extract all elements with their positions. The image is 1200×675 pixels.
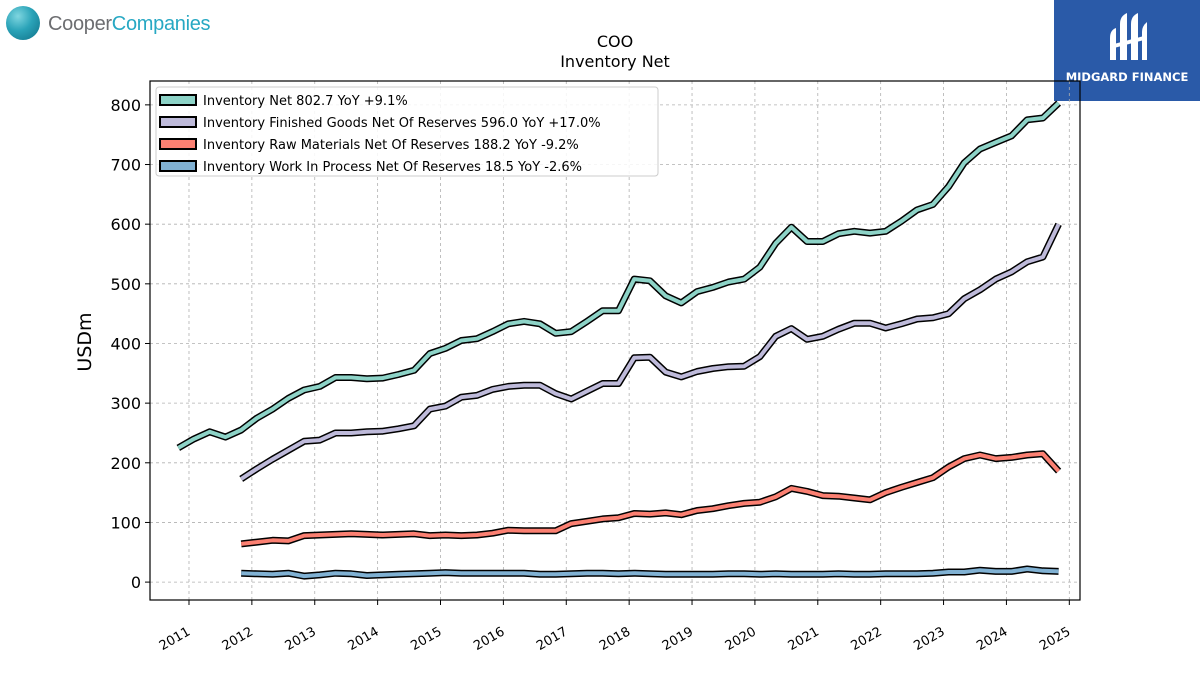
x-tick-label: 2016 xyxy=(471,624,507,654)
x-tick-label: 2019 xyxy=(660,624,696,654)
series-outline xyxy=(240,450,1062,548)
x-tick-label: 2017 xyxy=(534,624,570,654)
x-axis-ticks: 2011 2012 2013 2014 2015 2016 2017 2018 2019 2020… xyxy=(157,600,1073,654)
legend-swatch xyxy=(159,116,197,128)
y-tick-label: 700 xyxy=(110,156,141,175)
x-tick-label: 2022 xyxy=(849,624,885,654)
x-tick-label: 2018 xyxy=(597,624,633,654)
x-tick-label: 2012 xyxy=(220,624,256,654)
cooper-companies-logo: CooperCompanies xyxy=(4,4,244,44)
x-tick-label: 2015 xyxy=(408,624,444,654)
midgard-finance-logo: MIDGARD FINANCE xyxy=(1054,0,1200,101)
y-tick-label: 400 xyxy=(110,334,141,353)
legend-swatch xyxy=(159,160,197,172)
legend-label: Inventory Finished Goods Net Of Reserves… xyxy=(203,116,601,131)
legend-label: Inventory Net 802.7 YoY +9.1% xyxy=(203,94,408,109)
series-line xyxy=(240,451,1061,546)
x-tick-label: 2011 xyxy=(157,624,193,654)
legend-swatch xyxy=(159,94,197,106)
series-line xyxy=(240,223,1061,481)
x-tick-label: 2023 xyxy=(911,624,947,654)
x-tick-label: 2020 xyxy=(723,624,759,654)
series-lines xyxy=(176,100,1062,580)
x-tick-label: 2013 xyxy=(283,624,319,654)
cooper-companies-wordmark: CooperCompanies xyxy=(48,13,211,35)
legend-box xyxy=(155,86,659,177)
legend-label: Inventory Raw Materials Net Of Reserves … xyxy=(203,138,579,153)
midgard-emblem-icon xyxy=(1110,13,1147,60)
y-axis-ticks: 0 100 200 300 400 500 600 700 800 xyxy=(110,96,150,592)
legend-label: Inventory Work In Process Net Of Reserve… xyxy=(203,160,582,175)
chart-subtitle: Inventory Net xyxy=(560,52,670,71)
plot-frame xyxy=(149,80,1081,601)
y-tick-label: 300 xyxy=(110,394,141,413)
x-tick-label: 2014 xyxy=(345,624,381,654)
chart-title: COO xyxy=(597,32,633,51)
globe-icon xyxy=(6,6,40,40)
x-tick-label: 2024 xyxy=(974,624,1010,654)
y-axis-label: USDm xyxy=(74,312,96,371)
series-line xyxy=(241,567,1059,579)
y-tick-label: 800 xyxy=(110,96,141,115)
y-tick-label: 100 xyxy=(110,513,141,532)
series-outline xyxy=(239,222,1062,482)
x-tick-label: 2021 xyxy=(786,624,822,654)
y-tick-label: 0 xyxy=(131,573,141,592)
y-tick-label: 200 xyxy=(110,454,141,473)
series-line xyxy=(177,101,1060,450)
y-tick-label: 500 xyxy=(110,275,141,294)
midgard-finance-wordmark: MIDGARD FINANCE xyxy=(1065,70,1189,84)
legend: Inventory Net 802.7 YoY +9.1% Inventory F… xyxy=(155,86,659,177)
x-tick-label: 2025 xyxy=(1037,624,1073,654)
legend-swatch xyxy=(159,138,197,150)
y-tick-label: 600 xyxy=(110,215,141,234)
